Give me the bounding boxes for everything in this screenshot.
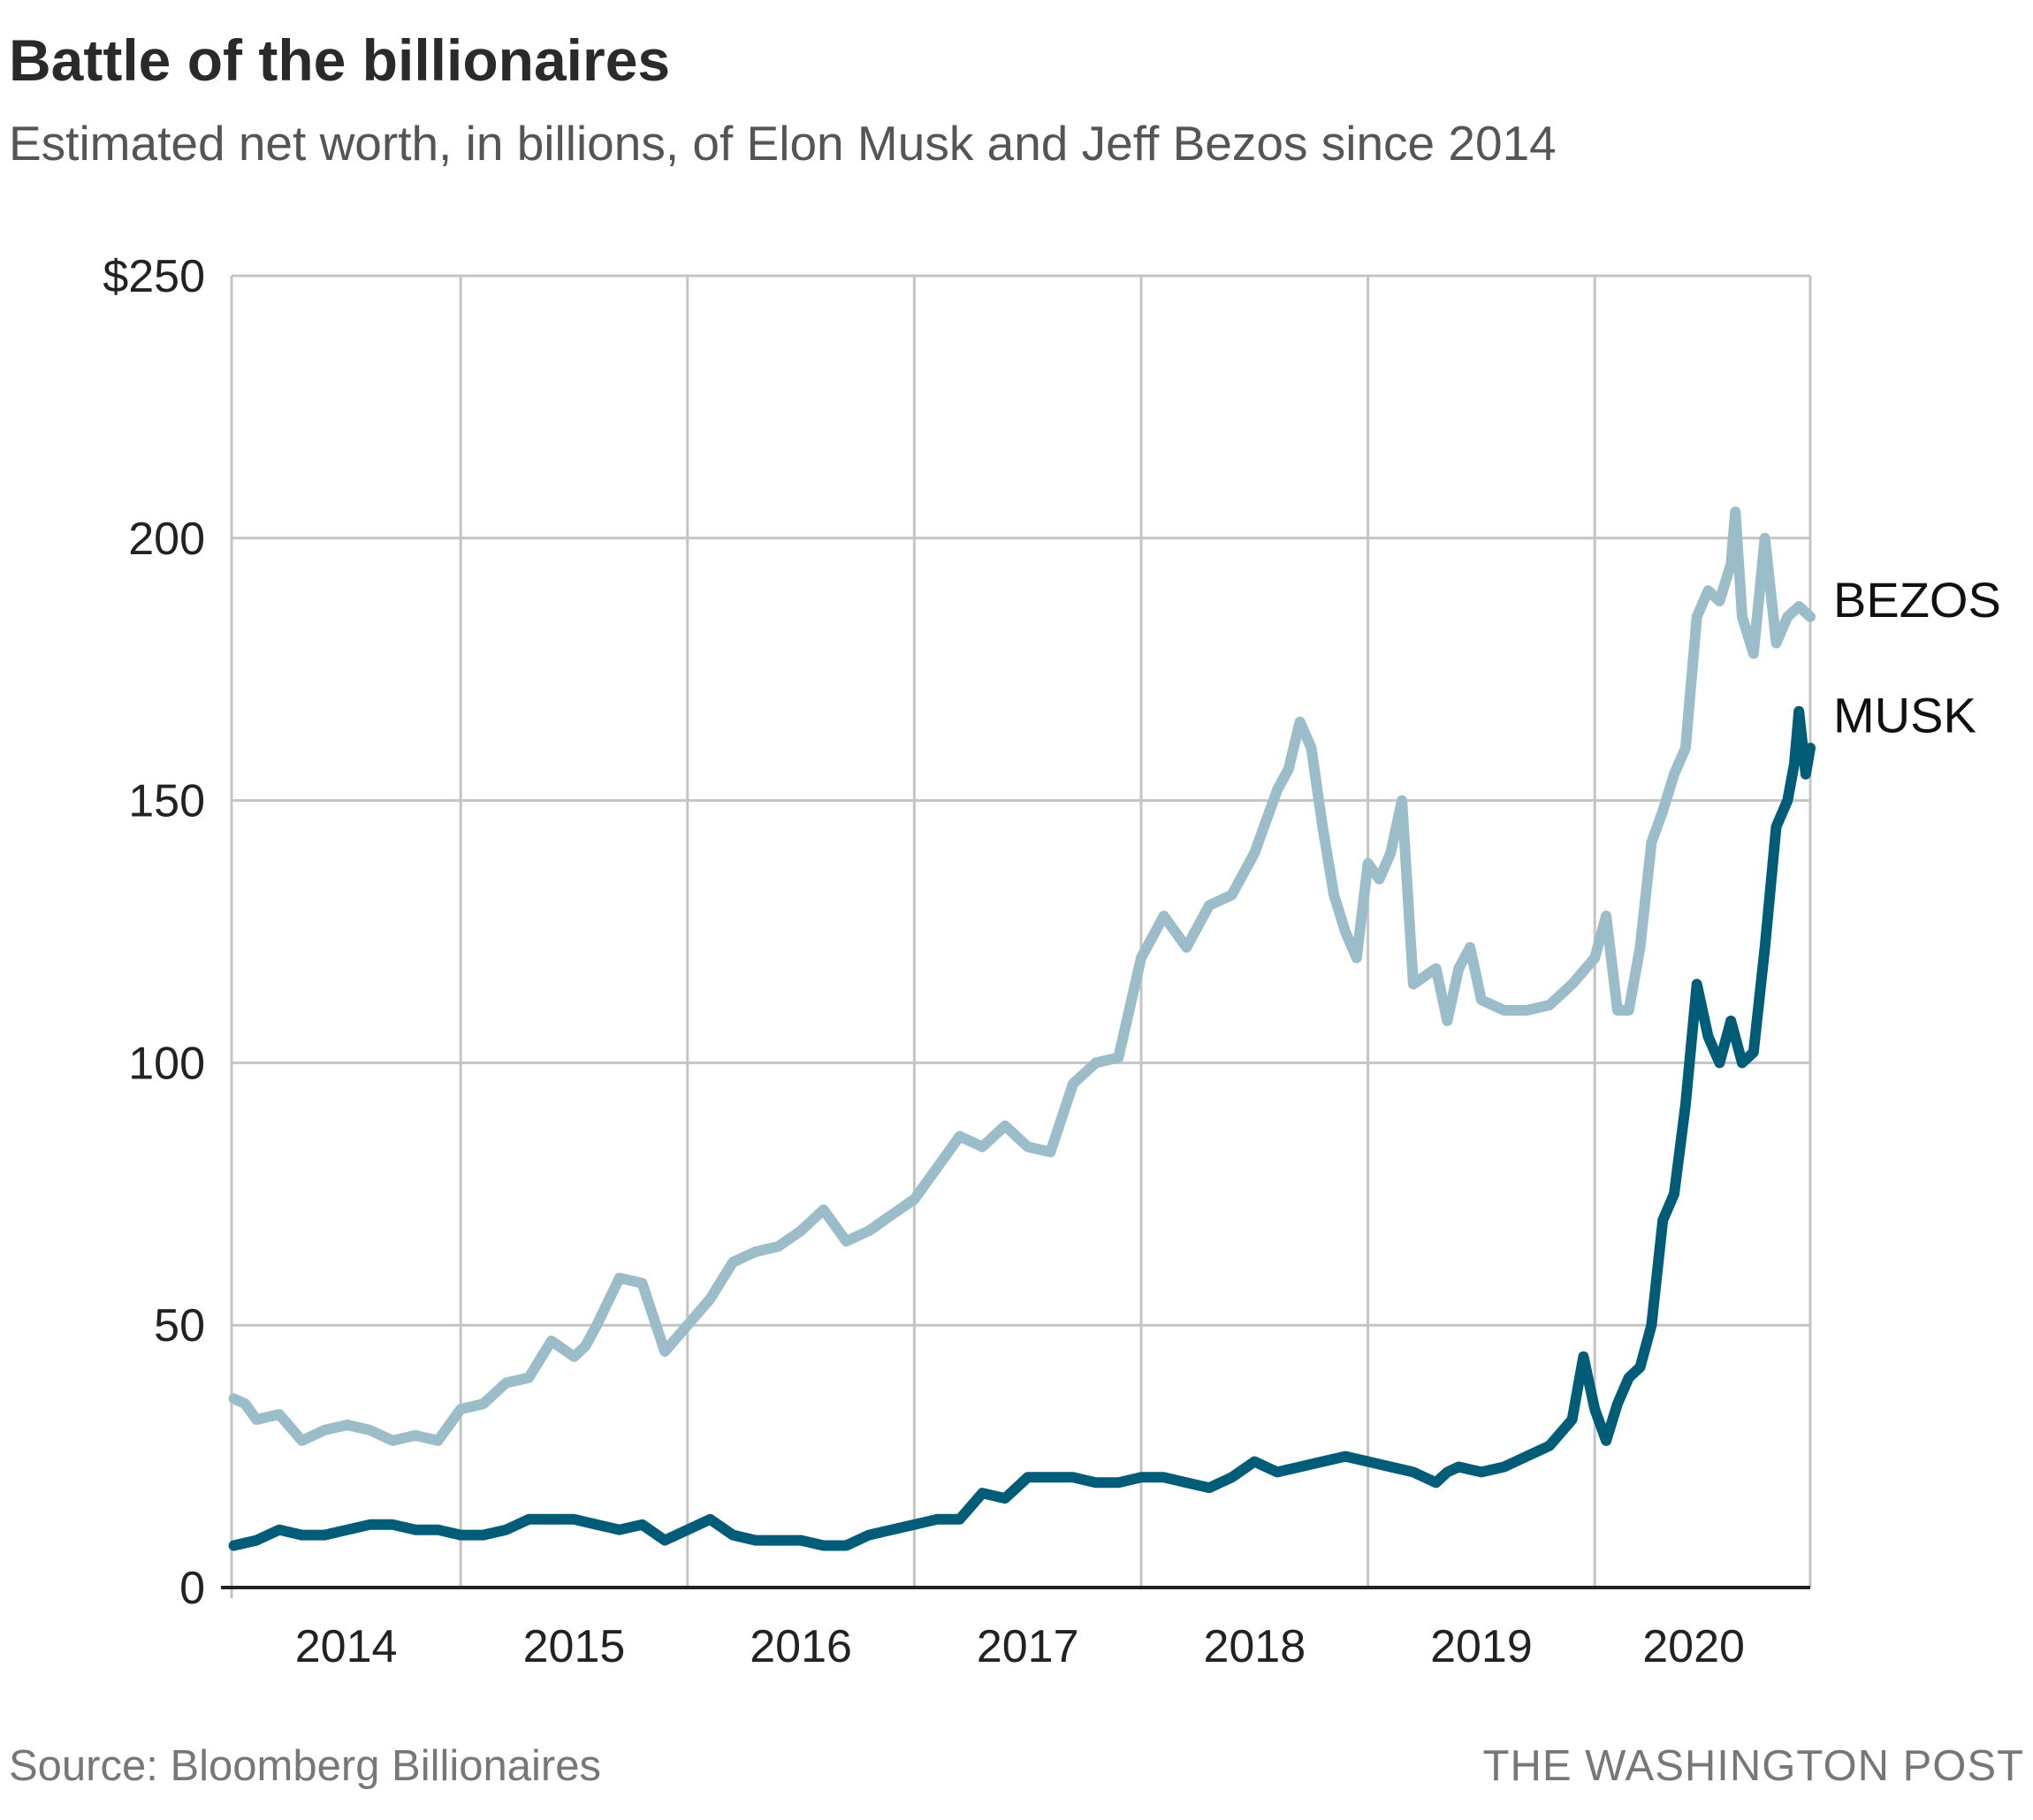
- source-note: Source: Bloomberg Billionaires: [9, 1742, 601, 1790]
- gridlines: [230, 274, 1812, 1598]
- y-tick-label: 150: [128, 776, 205, 827]
- y-tick-label: 0: [179, 1563, 205, 1614]
- axes: 0 50 100 150 200 $250 2014 2015 2016 2017 2018 2019…: [103, 251, 1810, 1672]
- y-tick-label: 100: [128, 1038, 205, 1089]
- series-line-bezos: [228, 506, 1816, 1446]
- y-tick-label: 50: [154, 1300, 205, 1352]
- x-tick-label: 2017: [977, 1621, 1079, 1672]
- y-tick-label: $250: [103, 251, 205, 302]
- x-tick-label: 2014: [295, 1621, 398, 1672]
- series-labels: BEZOS MUSK: [1833, 572, 2001, 743]
- x-tick-label: 2018: [1203, 1621, 1306, 1672]
- x-tick-label: 2015: [523, 1621, 626, 1672]
- series-line-musk: [228, 705, 1816, 1551]
- x-tick-label: 2020: [1642, 1621, 1745, 1672]
- series-label-bezos: BEZOS: [1833, 572, 2001, 628]
- y-tick-label: 200: [128, 514, 205, 565]
- series-lines: [228, 506, 1816, 1551]
- chart-subtitle: Estimated net worth, in billions, of Elo…: [9, 116, 1557, 171]
- series-label-musk: MUSK: [1833, 688, 1976, 743]
- x-tick-label: 2019: [1430, 1621, 1533, 1672]
- publisher-credit: THE WASHINGTON POST: [1482, 1742, 2024, 1790]
- x-tick-label: 2016: [750, 1621, 852, 1672]
- chart-title: Battle of the billionaires: [9, 27, 671, 93]
